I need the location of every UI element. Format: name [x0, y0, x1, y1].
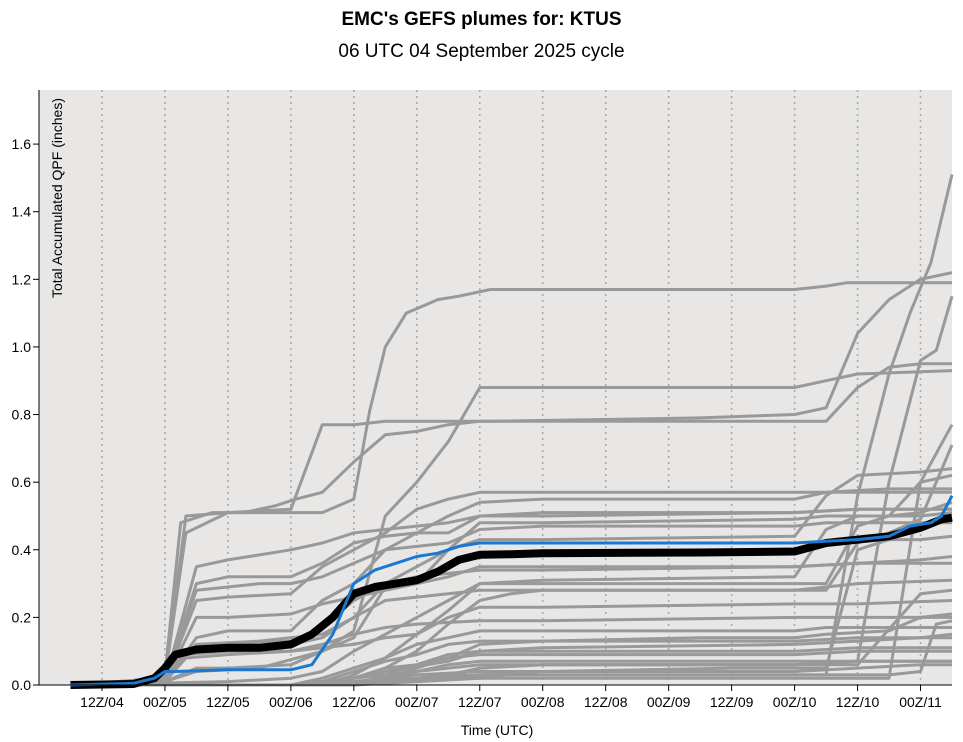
y-tick-label: 0.4: [12, 542, 32, 558]
y-tick-label: 1.4: [12, 204, 32, 220]
member-line-34: [70, 174, 954, 687]
x-tick-label: 12Z/08: [584, 694, 628, 710]
x-tick-label: 12Z/05: [206, 694, 250, 710]
member-line-14: [70, 511, 953, 687]
x-tick-label: 00Z/10: [773, 694, 817, 710]
y-tick-label: 0.2: [12, 609, 32, 625]
chart-title: EMC's GEFS plumes for: KTUS: [341, 9, 622, 30]
y-tick-label: 0.6: [12, 474, 32, 490]
y-tick-label: 0.0: [12, 677, 32, 693]
chart-subtitle: 06 UTC 04 September 2025 cycle: [338, 41, 625, 62]
member-line-17: [70, 626, 952, 687]
y-tick-label: 1.0: [12, 339, 32, 355]
x-tick-label: 12Z/06: [332, 694, 376, 710]
member-line-4: [70, 369, 953, 687]
x-tick-label: 12Z/07: [458, 694, 502, 710]
control-run-line: [70, 495, 954, 687]
x-tick-label: 00Z/05: [143, 694, 187, 710]
member-line-3: [70, 271, 953, 687]
member-line-25: [70, 646, 952, 687]
y-tick-label: 1.6: [12, 136, 32, 152]
y-tick-label: 1.2: [12, 271, 32, 287]
x-tick-label: 00Z/06: [269, 694, 313, 710]
member-line-12: [70, 507, 952, 687]
member-line-15: [70, 599, 953, 687]
y-tick-label: 0.8: [12, 407, 32, 423]
y-axis-label: Total Accumulated QPF (inches): [49, 98, 65, 298]
member-line-2: [70, 281, 952, 687]
x-tick-label: 12Z/04: [80, 694, 124, 710]
member-line-8: [70, 521, 952, 687]
member-line-30: [70, 612, 953, 687]
x-tick-label: 00Z/11: [899, 694, 942, 710]
member-line-6: [70, 487, 952, 687]
ensemble-member-lines: [70, 174, 954, 687]
x-axis-label: Time (UTC): [461, 722, 534, 738]
x-tick-label: 00Z/07: [395, 694, 439, 710]
x-tick-label: 00Z/08: [521, 694, 565, 710]
member-line-1: [70, 362, 952, 687]
axes: 0.0 0.2 0.4 0.6 0.8 1.0 1.2 1.4 1.6 12Z/04 00Z/05 1…: [12, 90, 963, 710]
x-tick-label: 12Z/10: [836, 694, 880, 710]
x-tick-label: 00Z/09: [647, 694, 691, 710]
x-tick-label: 12Z/09: [710, 694, 754, 710]
member-line-10: [70, 490, 952, 687]
member-line-29: [70, 423, 954, 687]
control-line: [70, 495, 954, 687]
